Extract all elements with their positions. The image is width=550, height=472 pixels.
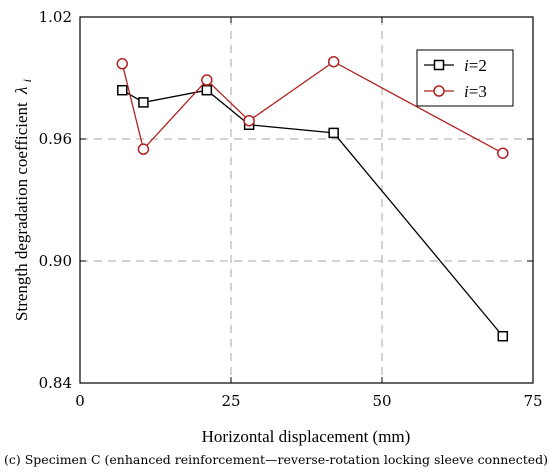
data-point — [137, 143, 150, 155]
data-point — [116, 58, 129, 70]
y-tick-label: 1.02 — [39, 8, 72, 26]
legend-marker — [433, 85, 445, 97]
data-point — [497, 330, 509, 342]
y-axis-title-symbol: λ — [12, 87, 31, 95]
axis-ticks: 0 25 50 75 0.84 0.90 0.96 1.02 — [39, 8, 543, 410]
x-axis-title: Horizontal displacement (mm) — [202, 427, 411, 446]
legend-item: i=2 — [424, 56, 487, 75]
series-3 — [116, 55, 509, 159]
plot-frame — [79, 16, 534, 384]
series-line — [121, 89, 504, 337]
data-series — [116, 55, 509, 342]
x-tick-label: 75 — [523, 392, 542, 410]
legend-label: i=3 — [464, 82, 487, 101]
series-line — [121, 60, 504, 154]
data-point — [201, 74, 213, 86]
y-axis-title: Strength degradation coefficient λ i — [12, 79, 34, 321]
y-tick-label: 0.90 — [39, 252, 72, 270]
legend-box — [416, 49, 514, 107]
data-point — [243, 114, 255, 127]
legend-item: i=3 — [424, 82, 487, 101]
x-tick-label: 0 — [75, 392, 85, 410]
y-tick-label: 0.84 — [39, 374, 72, 392]
x-tick-label: 50 — [372, 392, 391, 410]
data-point — [327, 55, 340, 68]
data-point — [117, 84, 128, 96]
data-point — [138, 97, 149, 108]
legend-label: i=2 — [464, 56, 487, 75]
y-axis-title-text: Strength degradation coefficient — [12, 102, 31, 321]
y-tick-label: 0.96 — [39, 130, 72, 148]
data-point — [328, 127, 339, 139]
grid-lines — [80, 17, 533, 383]
data-point — [201, 84, 213, 96]
figure-caption: (c) Specimen C (enhanced reinforcement—r… — [4, 452, 548, 467]
x-tick-label: 25 — [221, 392, 240, 410]
data-point — [497, 147, 509, 159]
y-axis-title-subscript: i — [20, 79, 34, 82]
legend: i=2i=3 — [416, 49, 514, 107]
legend-marker — [433, 59, 445, 71]
